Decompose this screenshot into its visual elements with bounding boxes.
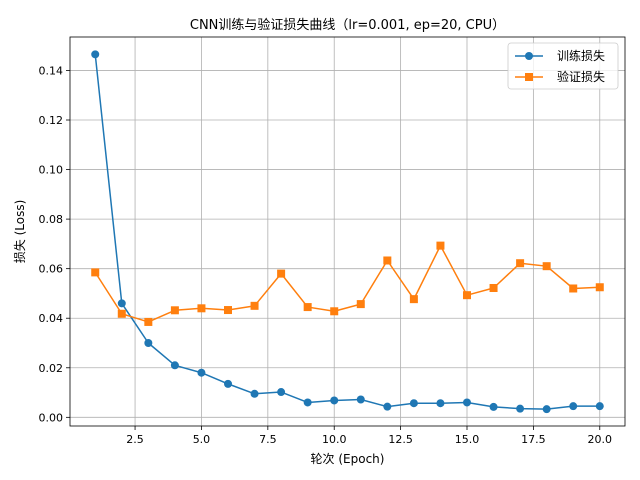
data-point xyxy=(489,402,498,411)
data-point xyxy=(409,399,418,408)
y-axis-label: 损失 (Loss) xyxy=(12,200,27,264)
y-tick-label: 0.12 xyxy=(39,114,64,127)
data-point xyxy=(144,317,153,326)
data-point xyxy=(569,402,578,411)
data-point xyxy=(170,306,179,315)
series-line xyxy=(94,244,600,323)
data-point xyxy=(595,283,604,292)
series-1 xyxy=(91,241,604,326)
data-point xyxy=(303,303,312,312)
data-point xyxy=(144,338,153,347)
data-point xyxy=(595,402,604,411)
legend-marker-val xyxy=(525,73,533,81)
x-tick-label: 5.0 xyxy=(193,433,211,446)
data-point xyxy=(542,405,551,414)
y-tick-label: 0.14 xyxy=(39,64,64,77)
data-point xyxy=(117,309,126,318)
x-tick-label: 7.5 xyxy=(259,433,277,446)
data-point xyxy=(277,388,286,397)
y-tick-label: 0.04 xyxy=(39,312,64,325)
data-point xyxy=(117,299,126,308)
legend: 训练损失 验证损失 xyxy=(507,42,619,90)
data-point xyxy=(330,396,339,405)
data-point xyxy=(197,368,206,377)
x-tick-label: 12.5 xyxy=(388,433,413,446)
data-point xyxy=(303,398,312,407)
data-point xyxy=(409,295,418,304)
data-point xyxy=(383,256,392,265)
data-point xyxy=(330,307,339,316)
data-point xyxy=(250,301,259,310)
x-tick-label: 10.0 xyxy=(322,433,347,446)
data-point xyxy=(356,395,365,404)
data-point xyxy=(277,269,286,278)
data-point xyxy=(516,404,525,413)
y-tick-label: 0.08 xyxy=(39,213,64,226)
y-tick-label: 0.06 xyxy=(39,263,64,276)
axes-frame xyxy=(69,36,626,427)
series-layer xyxy=(91,50,604,414)
chart-title: CNN训练与验证损失曲线（lr=0.001, ep=20, CPU） xyxy=(190,17,505,33)
data-point xyxy=(436,241,445,250)
grid xyxy=(70,37,625,426)
data-point xyxy=(91,268,100,277)
y-tick-label: 0.10 xyxy=(39,164,64,177)
legend-marker-train xyxy=(525,52,533,60)
data-point xyxy=(170,361,179,370)
data-point xyxy=(462,291,471,300)
x-tick-label: 20.0 xyxy=(588,433,613,446)
data-point xyxy=(436,399,445,408)
data-point xyxy=(489,283,498,292)
x-axis-label: 轮次 (Epoch) xyxy=(311,452,385,466)
data-point xyxy=(516,259,525,268)
x-tick-label: 15.0 xyxy=(455,433,480,446)
data-point xyxy=(197,304,206,313)
y-tick-label: 0.00 xyxy=(39,411,64,424)
data-point xyxy=(356,300,365,309)
x-tick-label: 17.5 xyxy=(521,433,546,446)
legend-label-val: 验证损失 xyxy=(557,69,605,84)
data-point xyxy=(569,284,578,293)
data-point xyxy=(224,379,233,388)
data-point xyxy=(224,306,233,315)
series-line xyxy=(94,54,600,410)
data-point xyxy=(91,50,100,59)
data-point xyxy=(462,398,471,407)
data-point xyxy=(542,262,551,271)
y-tick-label: 0.02 xyxy=(39,362,64,375)
data-point xyxy=(383,402,392,411)
series-0 xyxy=(91,50,604,414)
data-point xyxy=(250,389,259,398)
legend-label-train: 训练损失 xyxy=(557,48,605,63)
x-tick-label: 2.5 xyxy=(126,433,144,446)
ticks-layer: 2.5 5.0 7.5 10.0 12.5 15.0 17.5 20.0 0.00 0.02 0.0… xyxy=(39,64,613,446)
